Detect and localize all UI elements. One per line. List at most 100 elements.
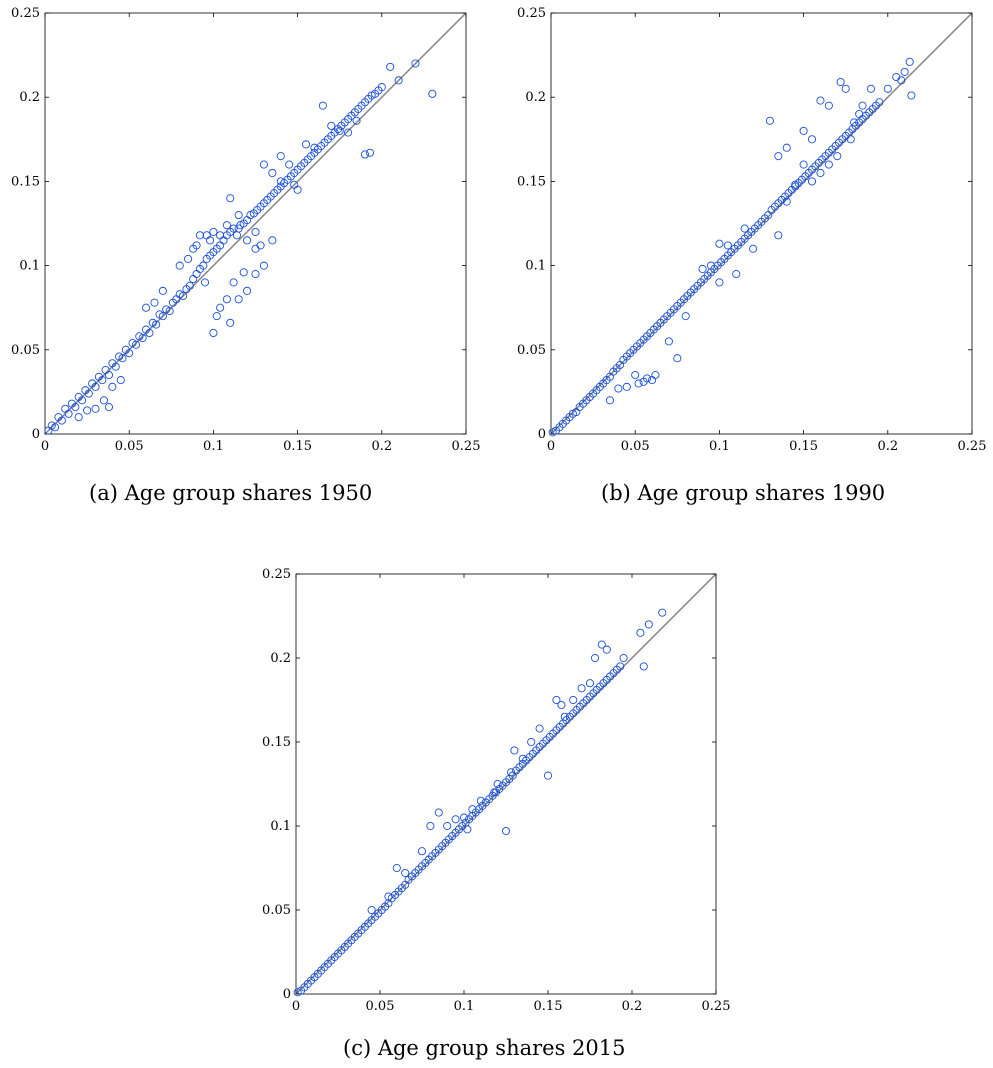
data-point [706, 261, 716, 270]
data-point [234, 295, 243, 304]
caption-a: (a) Age group shares 1950 [89, 481, 373, 505]
data-point [907, 91, 916, 100]
data-point [602, 645, 611, 654]
data-point [259, 261, 268, 270]
data-point [184, 254, 193, 263]
data-point [841, 84, 850, 93]
data-point [141, 303, 151, 312]
data-point [577, 684, 586, 693]
data-point [268, 168, 277, 178]
data-point [234, 211, 243, 220]
data-point [74, 413, 83, 422]
data-point [226, 194, 235, 203]
data-point [344, 128, 353, 137]
data-point [209, 227, 218, 236]
data-point [125, 349, 134, 358]
data-point [774, 231, 783, 240]
data-point [905, 57, 914, 66]
data-point [222, 221, 231, 230]
data-point [243, 286, 252, 295]
x-tick-label: 0.1 [454, 999, 475, 1014]
data-point [229, 278, 238, 287]
data-point [243, 236, 252, 245]
x-tick-label: 0 [547, 439, 555, 454]
data-point [426, 821, 435, 831]
x-tick-label: 0.2 [877, 439, 898, 454]
data-point [434, 808, 443, 817]
data-point [232, 231, 242, 240]
x-tick-label: 0.2 [622, 999, 643, 1014]
data-point [51, 423, 60, 432]
data-point [799, 126, 808, 135]
data-point [222, 295, 231, 304]
data-point [897, 76, 906, 85]
data-point [234, 224, 243, 233]
x-tick-label: 0 [292, 999, 300, 1014]
data-point [352, 116, 361, 125]
data-point [634, 379, 643, 388]
x-tick-label: 0.25 [958, 439, 987, 454]
data-point [192, 269, 201, 279]
data-point [715, 239, 724, 248]
data-point [138, 333, 147, 343]
data-point [200, 278, 210, 287]
x-tick-label: 0.1 [709, 439, 730, 454]
data-point [251, 269, 260, 279]
data-point [98, 376, 107, 385]
y-tick-label: 0.15 [517, 174, 546, 189]
x-tick-label: 0.05 [366, 999, 395, 1014]
data-point [61, 404, 70, 413]
data-point [71, 403, 80, 412]
data-point [723, 241, 732, 250]
data-point [476, 796, 485, 805]
data-point [165, 307, 174, 316]
y-tick-label: 0.05 [517, 343, 546, 358]
data-point [807, 135, 817, 144]
data-point [285, 160, 294, 169]
data-point [892, 72, 901, 82]
data-point [875, 98, 884, 107]
data-point [185, 281, 194, 290]
data-point [384, 892, 393, 901]
data-point [394, 76, 403, 85]
data-point [179, 291, 188, 300]
plot-frame [295, 573, 717, 995]
data-point [622, 382, 631, 391]
data-point [836, 77, 845, 87]
data-point [57, 416, 66, 425]
data-point [866, 84, 876, 93]
data-point [463, 825, 472, 834]
data-point [392, 863, 401, 873]
data-point [91, 404, 100, 413]
x-tick-label: 0.15 [283, 439, 312, 454]
chart-panel-b: 0 0.05 0.1 0.15 0.2 0.25 0 0.05 0.1 0.15 0.2 0.25 (… [505, 0, 993, 520]
caption-c: (c) Age group shares 2015 [343, 1036, 626, 1060]
data-point [226, 318, 235, 327]
data-point [664, 337, 673, 346]
data-point [506, 768, 516, 777]
x-tick-label: 0.15 [789, 439, 818, 454]
data-point [195, 231, 204, 240]
data-point [290, 180, 299, 189]
caption-b: (b) Age group shares 1990 [601, 481, 886, 505]
data-point [251, 244, 260, 253]
data-point [131, 340, 140, 349]
data-point [658, 608, 667, 617]
data-point [732, 269, 741, 279]
data-point [527, 737, 536, 747]
data-point [619, 653, 628, 663]
data-point [199, 261, 208, 270]
y-tick-label: 0.1 [270, 819, 291, 834]
data-point [104, 371, 114, 380]
x-tick-label: 0.15 [534, 999, 563, 1014]
data-point [605, 396, 614, 405]
data-point [229, 224, 238, 233]
data-point [510, 746, 519, 755]
data-point [765, 116, 774, 125]
data-point [152, 320, 161, 329]
data-point [377, 83, 386, 92]
data-point [276, 177, 285, 186]
scatter-plot-1990: 0 0.05 0.1 0.15 0.2 0.25 0 0.05 0.1 0.15 0.2 0.25 [517, 6, 986, 454]
data-point [501, 826, 511, 836]
data-point [535, 724, 544, 733]
